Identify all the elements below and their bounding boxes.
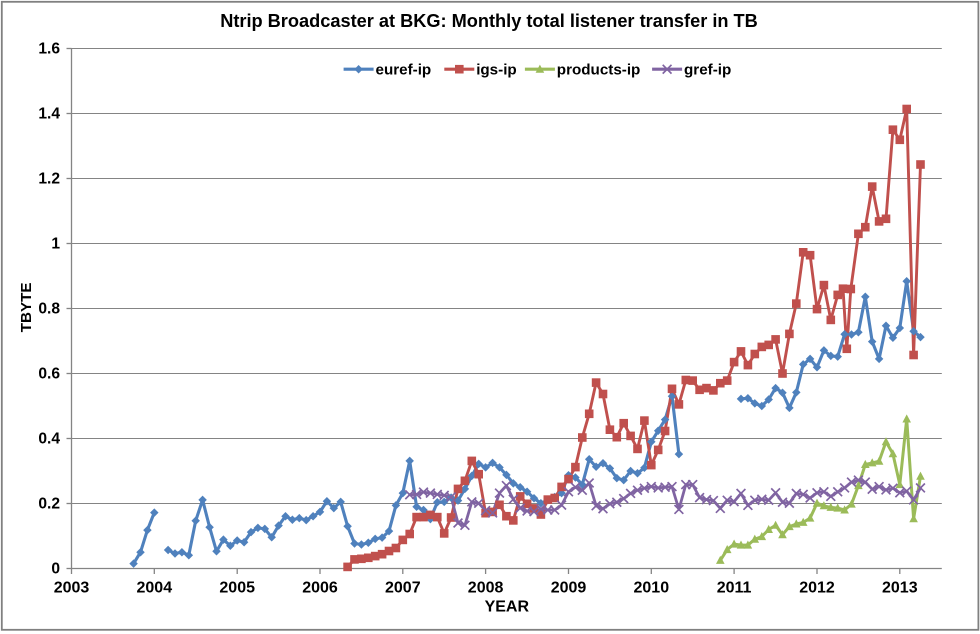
svg-text:Ntrip Broadcaster at BKG: Mont: Ntrip Broadcaster at BKG: Monthly total … xyxy=(220,11,758,31)
svg-text:0.8: 0.8 xyxy=(38,301,60,318)
svg-text:0.4: 0.4 xyxy=(38,431,60,448)
svg-text:2006: 2006 xyxy=(302,580,338,597)
svg-text:0: 0 xyxy=(51,561,60,578)
svg-text:2003: 2003 xyxy=(54,580,90,597)
svg-text:1.2: 1.2 xyxy=(38,171,60,188)
svg-text:2008: 2008 xyxy=(468,580,504,597)
svg-text:2004: 2004 xyxy=(137,580,173,597)
svg-text:products-ip: products-ip xyxy=(557,61,641,78)
svg-text:igs-ip: igs-ip xyxy=(476,61,517,78)
svg-text:gref-ip: gref-ip xyxy=(684,61,731,78)
svg-text:2012: 2012 xyxy=(799,580,835,597)
svg-text:TBYTE: TBYTE xyxy=(18,283,35,333)
svg-text:YEAR: YEAR xyxy=(485,599,530,616)
svg-text:2010: 2010 xyxy=(634,580,670,597)
svg-text:1: 1 xyxy=(51,236,60,253)
svg-text:2005: 2005 xyxy=(219,580,255,597)
svg-text:euref-ip: euref-ip xyxy=(376,61,432,78)
svg-text:2007: 2007 xyxy=(385,580,421,597)
svg-text:1.4: 1.4 xyxy=(38,106,60,123)
svg-text:1.6: 1.6 xyxy=(38,41,60,58)
svg-text:0.2: 0.2 xyxy=(38,496,60,513)
svg-text:2011: 2011 xyxy=(717,580,752,597)
svg-text:2009: 2009 xyxy=(551,580,587,597)
svg-text:0.6: 0.6 xyxy=(38,366,60,383)
svg-text:2013: 2013 xyxy=(882,580,918,597)
